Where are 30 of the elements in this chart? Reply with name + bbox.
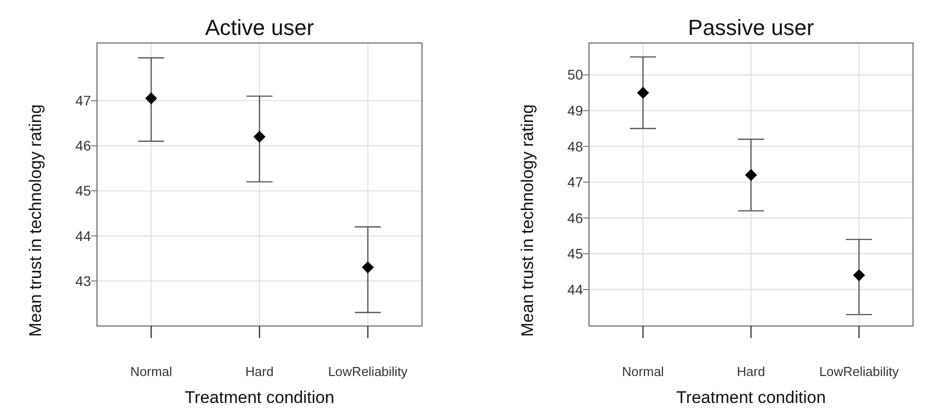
point	[853, 269, 865, 282]
x-tick-label: Normal	[622, 364, 664, 379]
x-tick-label: Hard	[736, 364, 766, 379]
y-tick-label: 44	[567, 281, 584, 298]
y-tick-label: 47	[567, 174, 584, 190]
point	[362, 261, 374, 274]
y-axis-title: Mean trust in technology rating	[518, 104, 537, 337]
y-tick-label: 45	[567, 246, 584, 262]
y-tick-label: 48	[567, 138, 584, 154]
y-tick-label: 46	[75, 138, 92, 154]
point	[145, 92, 158, 104]
x-axis-title: Treatment condition	[676, 388, 826, 407]
y-tick-label: 44	[75, 228, 92, 244]
y-tick-label: 50	[567, 66, 584, 83]
y-tick-label: 45	[75, 182, 92, 199]
y-axis-title: Mean trust in technology rating	[26, 104, 45, 337]
y-tick-label: 49	[567, 102, 584, 119]
y-tick-label: 47	[75, 92, 92, 109]
point	[637, 86, 649, 99]
chart-title: Passive user	[688, 15, 814, 40]
chart-title: Active user	[205, 15, 314, 40]
x-tick-label: Hard	[245, 364, 274, 379]
y-tick-label: 46	[567, 210, 584, 226]
x-tick-label: LowReliability	[819, 364, 900, 379]
x-axis-title: Treatment condition	[184, 388, 334, 407]
y-tick-label: 43	[75, 272, 92, 289]
x-tick-label: LowReliability	[328, 364, 408, 379]
point	[745, 169, 757, 182]
x-tick-label: Normal	[130, 364, 172, 379]
point	[254, 130, 266, 143]
